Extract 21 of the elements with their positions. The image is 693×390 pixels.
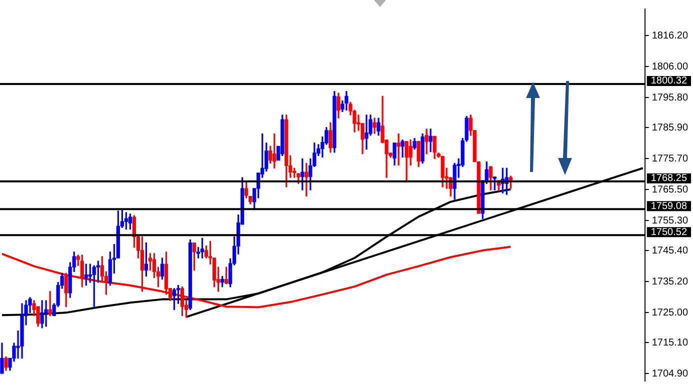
y-tick-label: 1755.30 bbox=[652, 215, 688, 226]
ref-line-label: 1800.32 bbox=[650, 76, 688, 87]
y-tick-label: 1816.20 bbox=[652, 30, 688, 42]
y-tick-label: 1795.80 bbox=[652, 92, 688, 104]
y-tick-label: 1765.50 bbox=[652, 184, 688, 196]
y-tick-label: 1735.20 bbox=[652, 276, 688, 288]
y-tick-label: 1725.00 bbox=[652, 307, 688, 318]
ref-line-label: 1759.08 bbox=[650, 200, 688, 212]
candlestick bbox=[364, 114, 368, 150]
y-tick-label: 1745.40 bbox=[652, 245, 688, 256]
ref-line-label: 1750.52 bbox=[650, 226, 688, 238]
candlestick bbox=[428, 128, 432, 152]
y-tick-label: 1715.10 bbox=[652, 337, 688, 348]
candlestick bbox=[396, 133, 400, 166]
ref-line-label: 1768.25 bbox=[650, 173, 688, 184]
y-tick-label: 1806.00 bbox=[652, 61, 688, 72]
y-tick-label: 1704.90 bbox=[652, 368, 688, 380]
y-tick-label: 1775.70 bbox=[652, 153, 688, 164]
candlestick bbox=[48, 291, 52, 316]
y-tick-label: 1785.90 bbox=[652, 122, 688, 134]
candlestick bbox=[44, 300, 48, 327]
